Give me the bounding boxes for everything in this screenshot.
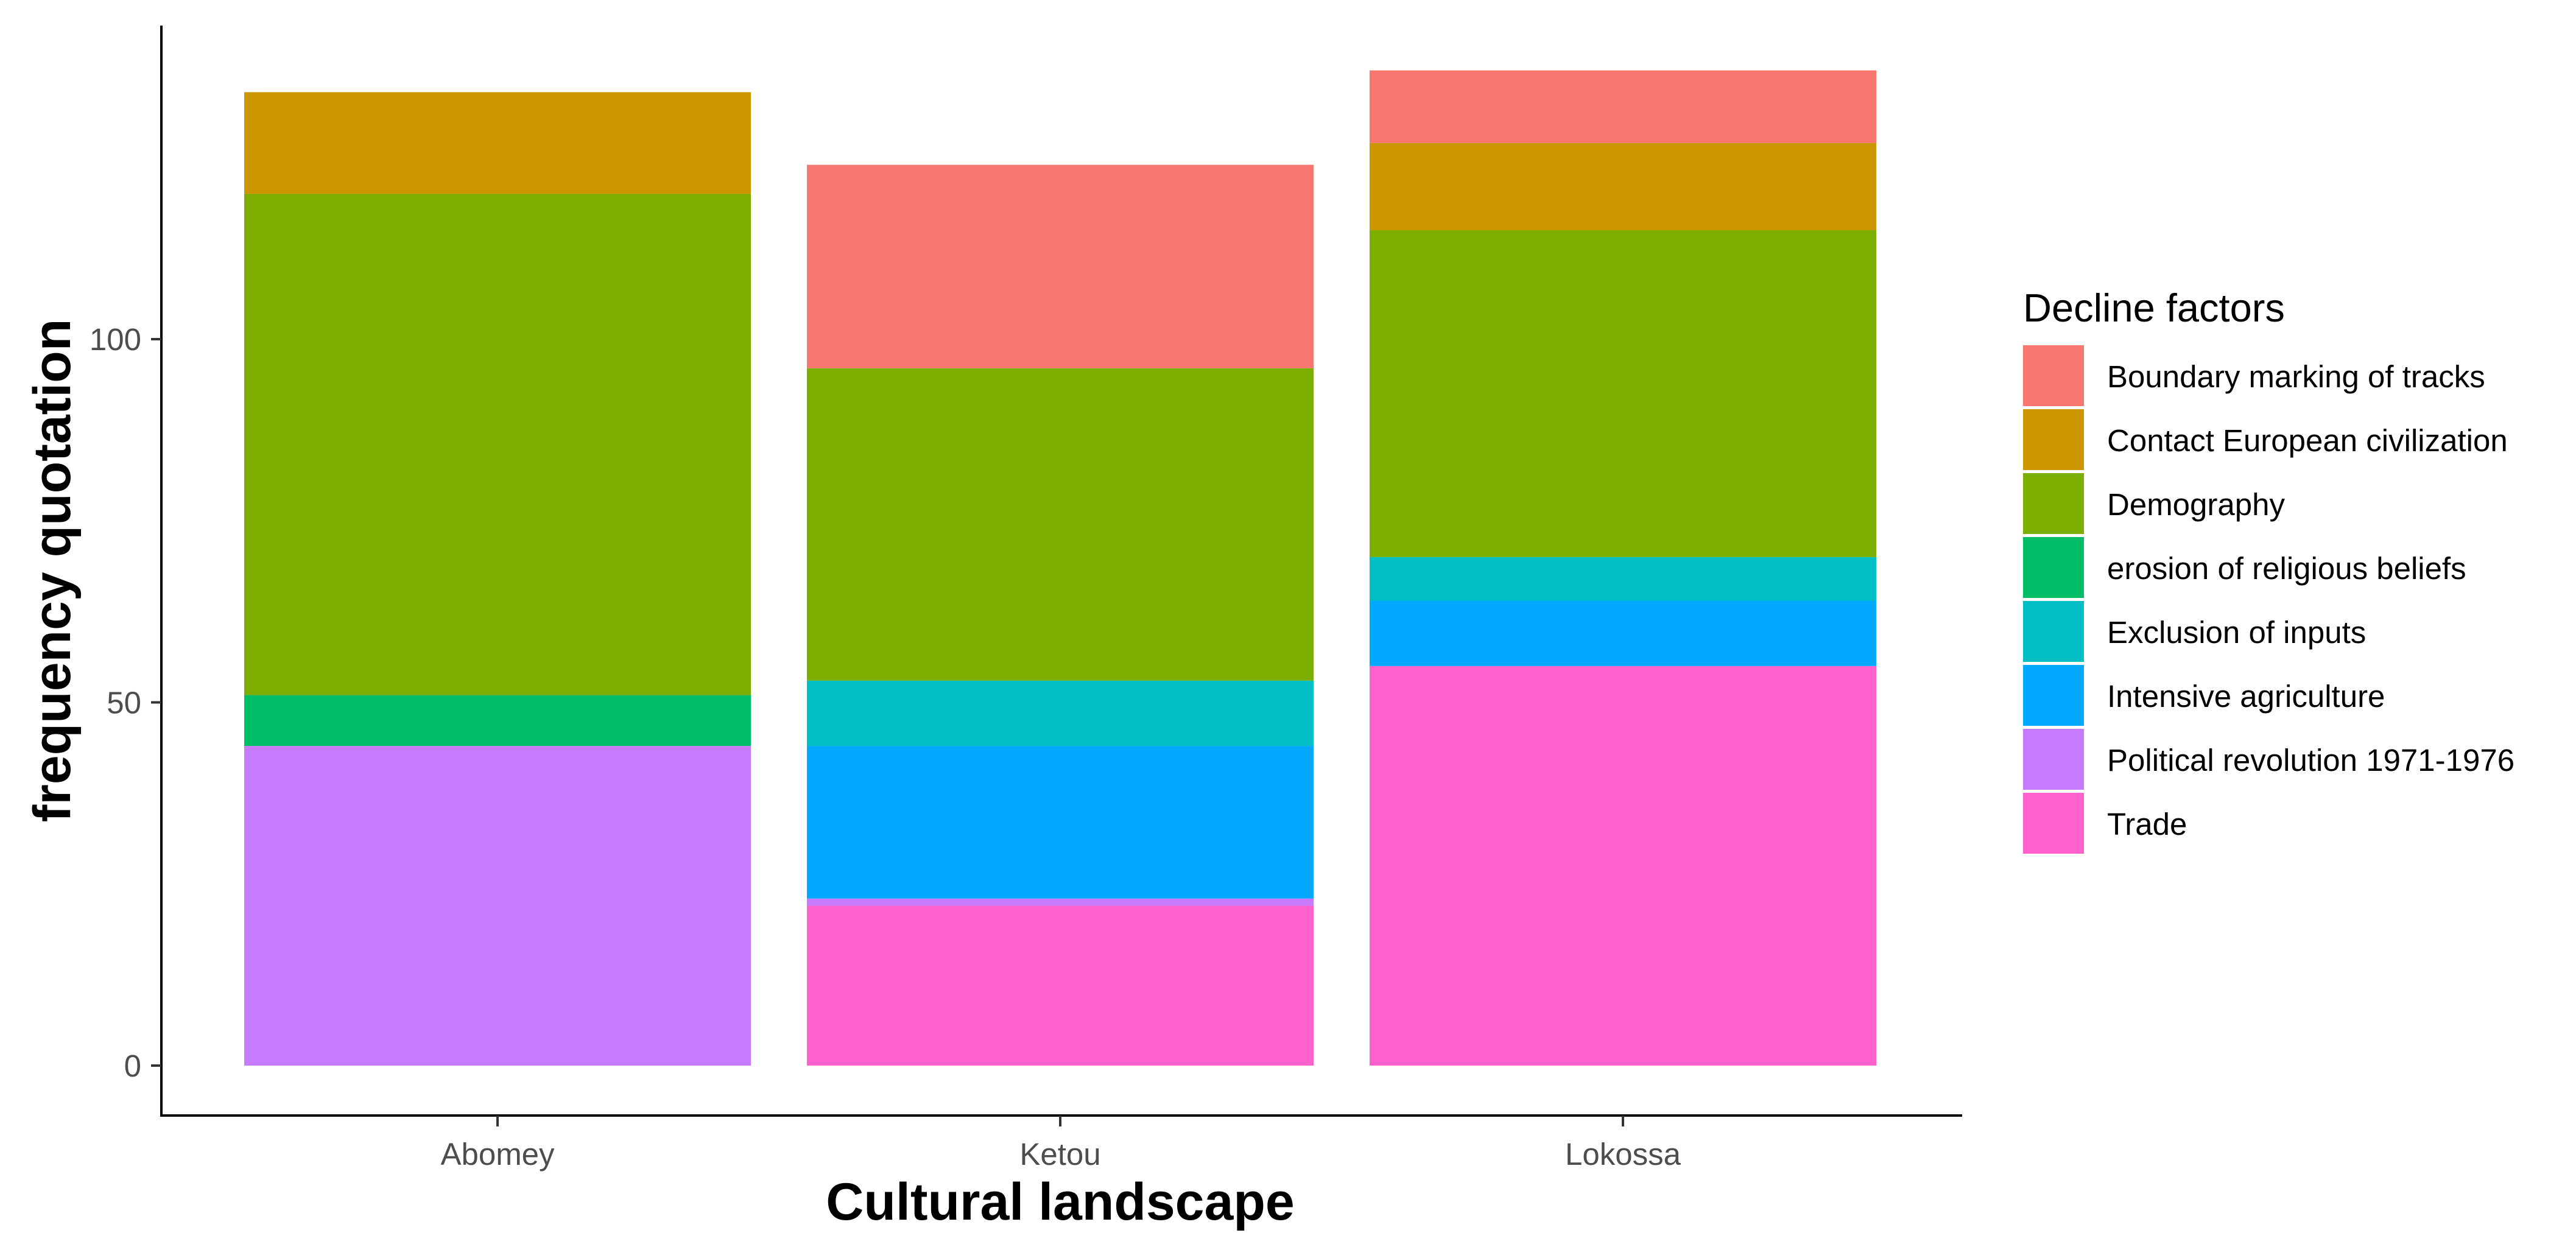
legend-swatch-trade — [2023, 793, 2084, 854]
legend-swatch-boundary-marking-of-tracks — [2023, 345, 2084, 406]
y-axis-title: frequency quotation — [23, 319, 82, 823]
legend-label-demography: Demography — [2107, 487, 2285, 522]
legend-label-trade: Trade — [2107, 807, 2187, 842]
bar-segment-ketou-boundary-marking-of-tracks — [807, 164, 1314, 368]
bar-segment-lokossa-intensive-agriculture — [1370, 600, 1876, 666]
bar-segment-ketou-exclusion-of-inputs — [807, 680, 1314, 747]
legend-swatch-demography — [2023, 473, 2084, 534]
bar-segment-lokossa-trade — [1370, 666, 1876, 1066]
bar-segment-abomey-demography — [244, 194, 751, 695]
y-tick-label: 50 — [107, 686, 141, 720]
bar-segment-lokossa-exclusion-of-inputs — [1370, 557, 1876, 601]
legend-label-exclusion-of-inputs: Exclusion of inputs — [2107, 615, 2366, 650]
y-tick-label: 100 — [90, 322, 141, 357]
bar-segment-ketou-intensive-agriculture — [807, 746, 1314, 899]
legend-label-erosion-of-religious-beliefs: erosion of religious beliefs — [2107, 551, 2466, 586]
bar-segment-ketou-demography — [807, 368, 1314, 681]
x-axis-title: Cultural landscape — [826, 1173, 1294, 1231]
bar-segment-abomey-political-revolution-1971-1976 — [244, 746, 751, 1066]
bar-segment-ketou-trade — [807, 905, 1314, 1066]
legend-swatch-intensive-agriculture — [2023, 665, 2084, 726]
bar-segment-lokossa-contact-european-civilization — [1370, 142, 1876, 231]
legend-label-contact-european-civilization: Contact European civilization — [2107, 423, 2508, 458]
bars-layer — [244, 70, 1876, 1066]
legend-swatch-exclusion-of-inputs — [2023, 601, 2084, 662]
legend-label-boundary-marking-of-tracks: Boundary marking of tracks — [2107, 359, 2485, 394]
x-ticks: Abomey Ketou Lokossa — [440, 1116, 1681, 1172]
bar-segment-lokossa-boundary-marking-of-tracks — [1370, 70, 1876, 143]
legend-swatch-erosion-of-religious-beliefs — [2023, 537, 2084, 598]
bar-segment-abomey-erosion-of-religious-beliefs — [244, 695, 751, 747]
legend-label-intensive-agriculture: Intensive agriculture — [2107, 679, 2385, 714]
legend-swatch-political-revolution-1971-1976 — [2023, 729, 2084, 790]
bar-segment-abomey-contact-european-civilization — [244, 92, 751, 194]
y-ticks: 0 50 100 — [90, 322, 161, 1083]
x-tick-label: Lokossa — [1565, 1137, 1681, 1172]
legend-label-political-revolution-1971-1976: Political revolution 1971-1976 — [2107, 743, 2514, 778]
y-tick-label: 0 — [124, 1049, 141, 1083]
legend-title: Decline factors — [2023, 286, 2285, 330]
bar-segment-lokossa-demography — [1370, 230, 1876, 557]
x-tick-label: Ketou — [1019, 1137, 1100, 1172]
bar-segment-ketou-political-revolution-1971-1976 — [807, 898, 1314, 906]
legend-swatch-contact-european-civilization — [2023, 409, 2084, 470]
legend: Decline factors Boundary marking of trac… — [2023, 286, 2514, 854]
x-tick-label: Abomey — [440, 1137, 555, 1172]
